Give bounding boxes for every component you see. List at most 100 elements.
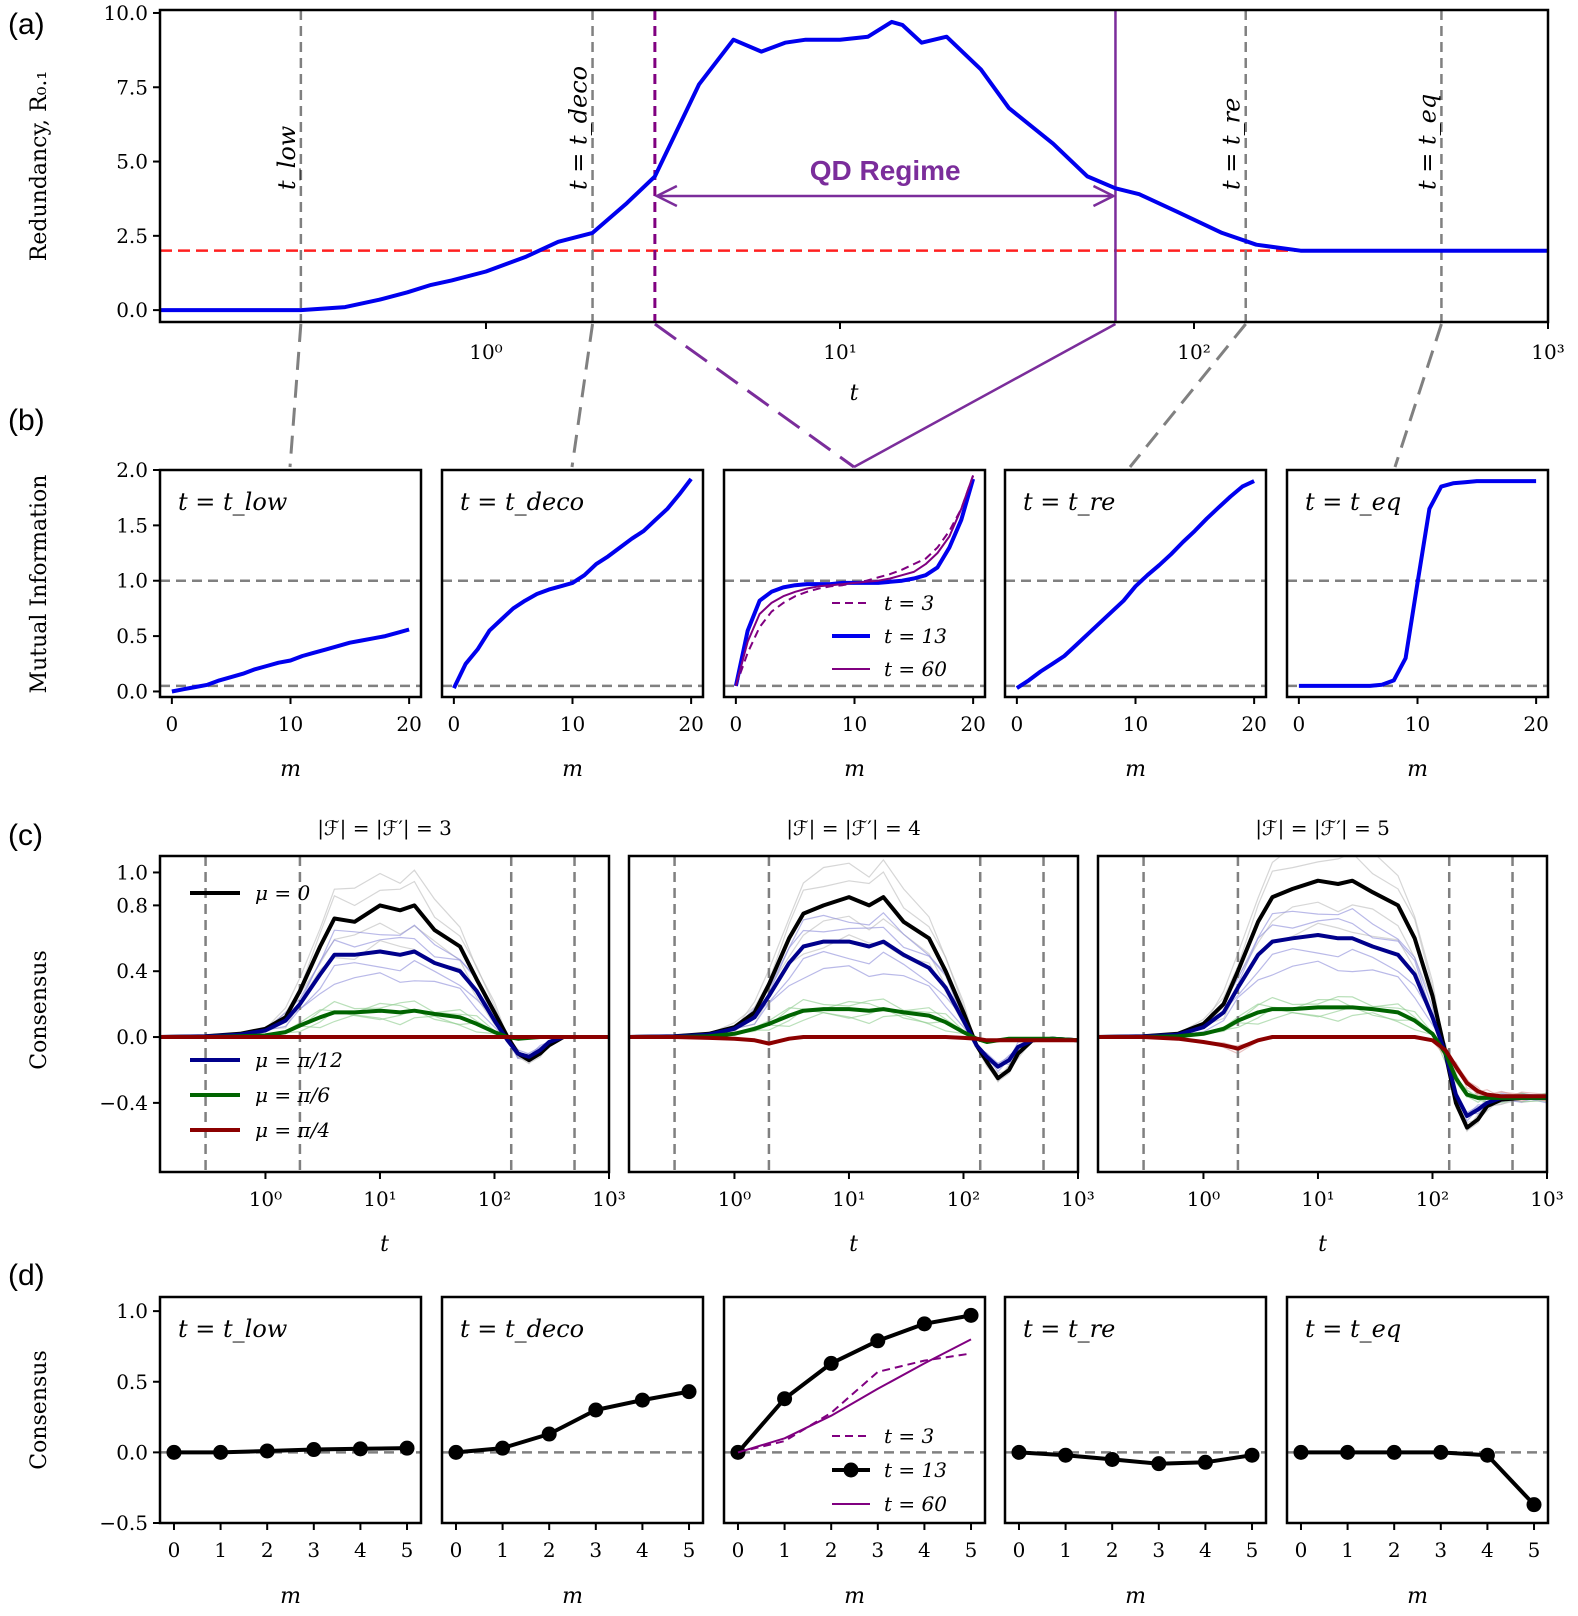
title-b-0: t = t_low — [178, 488, 288, 516]
title-b-3: t = t_re — [1023, 488, 1115, 516]
mi-line-1-0 — [452, 477, 693, 689]
xticklabel-c-1-1: 10¹ — [832, 1187, 865, 1211]
cons-marker-4-0-2 — [1386, 1444, 1402, 1460]
cons-marker-2-1-1 — [777, 1391, 793, 1407]
title-c-2: |ℱ| = |ℱ′| = 5 — [1255, 816, 1390, 841]
consensus-line-2-2 — [1098, 1005, 1547, 1100]
title-d-4: t = t_eq — [1305, 1315, 1401, 1343]
xticklabel-c-2-2: 10² — [1416, 1187, 1449, 1211]
xticklabel-b-2-2: 20 — [960, 712, 985, 736]
title-c-0: |ℱ| = |ℱ′| = 3 — [317, 816, 452, 841]
cons-line-2-0 — [737, 1352, 972, 1454]
yticklabel-c-3: 0.0 — [116, 1025, 148, 1049]
xticklabel-c-2-0: 10⁰ — [1187, 1187, 1220, 1211]
xticklabel-d-0-5: 5 — [401, 1538, 414, 1562]
title-c-1: |ℱ| = |ℱ′| = 4 — [786, 816, 921, 841]
cons-marker-2-1-2 — [823, 1355, 839, 1371]
xticklabel-d-4-5: 5 — [1528, 1538, 1541, 1562]
xticklabel-b-2-0: 0 — [729, 712, 742, 736]
xticklabel-a-1: 10¹ — [823, 340, 856, 364]
yticklabel-b-3: 1.5 — [116, 513, 148, 537]
axes-d-3-frame — [1003, 1295, 1268, 1525]
yticklabel-a-2: 5.0 — [116, 150, 148, 174]
xticklabel-b-2-1: 10 — [842, 712, 867, 736]
legend-d-label-2: t = 60 — [884, 1492, 947, 1516]
cons-line-1-0 — [455, 1389, 690, 1455]
connector-1 — [570, 323, 595, 468]
cons-marker-4-0-4 — [1479, 1447, 1495, 1463]
cons-marker-2-1-0 — [730, 1444, 746, 1460]
xticklabel-b-1-2: 20 — [678, 712, 703, 736]
xlabel-d-3: m — [1125, 1584, 1146, 1609]
xlabel-d-4: m — [1407, 1584, 1428, 1609]
xticklabel-d-2-2: 2 — [825, 1538, 838, 1562]
xticklabel-d-4-4: 4 — [1481, 1538, 1494, 1562]
xlabel-d-2: m — [844, 1584, 865, 1609]
xticklabel-d-2-0: 0 — [732, 1538, 745, 1562]
xticklabel-d-3-3: 3 — [1152, 1538, 1165, 1562]
xticklabel-b-0-0: 0 — [165, 712, 178, 736]
consensus-line-0-2 — [160, 1008, 609, 1041]
xticklabel-d-0-1: 1 — [214, 1538, 227, 1562]
cons-marker-1-0-0 — [448, 1444, 464, 1460]
xticklabel-d-2-3: 3 — [871, 1538, 884, 1562]
xticklabel-d-3-5: 5 — [1246, 1538, 1259, 1562]
xticklabel-c-0-3: 10³ — [592, 1187, 625, 1211]
vline-label-a-4: t = t_re — [1218, 98, 1246, 190]
consensus-line-0-0 — [160, 903, 609, 1063]
xticklabel-d-4-3: 3 — [1434, 1538, 1447, 1562]
yticklabel-d-2: 0.0 — [116, 1440, 148, 1464]
xticklabel-b-0-1: 10 — [278, 712, 303, 736]
legend-d-marker-1 — [843, 1462, 859, 1478]
xticklabel-d-0-3: 3 — [307, 1538, 320, 1562]
axes-c-2-frame — [1096, 854, 1549, 1174]
xlabel-b-0: m — [280, 757, 301, 782]
axes-c-1-frame — [627, 854, 1080, 1174]
ylabel-c: Consensus — [27, 950, 52, 1069]
panel-label-b: (b) — [8, 404, 45, 437]
legend-b-label-0: t = 3 — [884, 591, 934, 615]
trace-faint-1-0-1 — [629, 871, 1078, 1074]
ylabel-b: Mutual Information — [27, 475, 52, 694]
cons-line-0-0 — [174, 1446, 408, 1455]
legend-b-label-2: t = 60 — [884, 657, 947, 681]
xticklabel-d-4-1: 1 — [1341, 1538, 1354, 1562]
cons-marker-1-0-2 — [541, 1426, 557, 1442]
xticklabel-d-2-5: 5 — [965, 1538, 978, 1562]
cons-marker-1-0-4 — [634, 1392, 650, 1408]
legend-c-label-2: μ = π/6 — [255, 1083, 330, 1107]
yticklabel-c-2: 0.4 — [116, 959, 148, 983]
xticklabel-b-4-0: 0 — [1292, 712, 1305, 736]
mi-line-2-2 — [734, 475, 975, 687]
xticklabel-b-3-2: 20 — [1241, 712, 1266, 736]
cons-marker-0-0-5 — [399, 1440, 415, 1456]
cons-line-2-1 — [736, 1313, 972, 1454]
xticklabel-a-3: 10³ — [1531, 340, 1564, 364]
xticklabel-c-0-0: 10⁰ — [249, 1187, 282, 1211]
cons-marker-4-0-1 — [1340, 1444, 1356, 1460]
connector-0 — [288, 323, 303, 468]
yticklabel-c-0: 1.0 — [116, 860, 148, 884]
cons-marker-3-0-1 — [1058, 1447, 1074, 1463]
connector-2 — [654, 322, 855, 469]
legend-c-label-1: μ = π/12 — [255, 1048, 343, 1072]
vline-label-a-5: t = t_eq — [1413, 94, 1441, 190]
trace-faint-1-1-1 — [629, 926, 1078, 1065]
xticklabel-d-3-2: 2 — [1106, 1538, 1119, 1562]
yticklabel-b-4: 2.0 — [116, 458, 148, 482]
legend-c-label-0: μ = 0 — [255, 881, 310, 905]
axes-c-0-frame — [158, 854, 611, 1174]
xticklabel-d-2-4: 4 — [918, 1538, 931, 1562]
cons-marker-2-1-4 — [916, 1316, 932, 1332]
yticklabel-a-4: 10.0 — [103, 1, 148, 25]
ylabel-a: Redundancy, R₀.₁ — [27, 71, 52, 261]
cons-marker-0-0-0 — [166, 1444, 182, 1460]
mi-line-3-0 — [1015, 479, 1255, 690]
xticklabel-b-3-0: 0 — [1010, 712, 1023, 736]
xticklabel-a-0: 10⁰ — [469, 340, 502, 364]
xticklabel-b-4-1: 10 — [1405, 712, 1430, 736]
xticklabel-b-0-2: 20 — [396, 712, 421, 736]
title-d-1: t = t_deco — [460, 1315, 584, 1343]
axes-d-1-frame — [440, 1295, 705, 1525]
xlabel-c-2: t — [1318, 1232, 1327, 1257]
